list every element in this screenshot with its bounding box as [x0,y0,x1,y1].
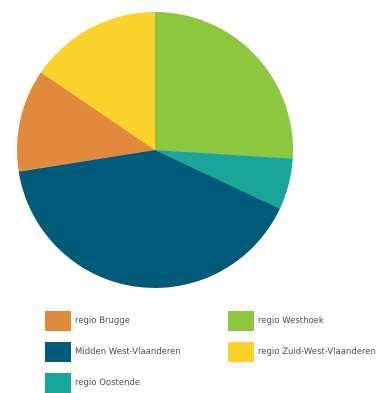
pie-slice-regio-zuid-west-vlaanderen [40,11,155,150]
legend-label: regio Brugge [75,316,130,326]
legend-label: regio Oostende [75,378,141,388]
pie-plot [16,11,294,289]
legend-swatch [45,342,71,362]
legend-label: regio Westhoek [258,316,324,326]
pie-slice-regio-westhoek [155,12,294,159]
legend-label: regio Zuid-West-Vlaanderen [258,347,376,357]
legend-swatch [228,311,254,331]
pie-slice-midden-west-vlaanderen [18,150,280,289]
pie-slice-regio-oostende [155,150,293,209]
legend-label: Midden West-Vlaanderen [75,347,181,357]
legend-swatch [45,373,71,393]
pie-slice-regio-brugge [16,72,156,172]
legend-swatch [45,311,71,331]
legend-swatch [228,342,254,362]
